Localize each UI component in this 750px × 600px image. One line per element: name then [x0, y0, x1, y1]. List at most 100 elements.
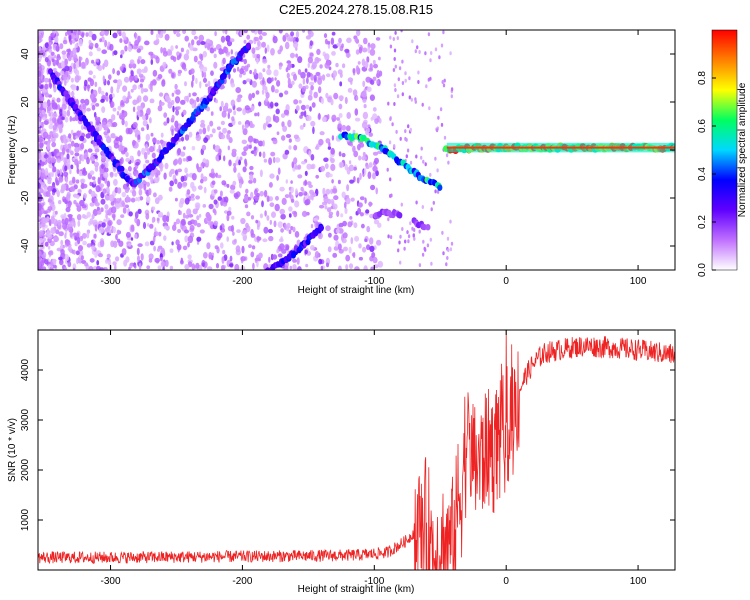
- noise-speckle: [161, 143, 165, 149]
- noise-speckle: [134, 233, 138, 239]
- noise-speckle: [290, 31, 295, 37]
- noise-speckle: [121, 248, 127, 256]
- noise-speckle: [115, 256, 120, 262]
- noise-speckle: [69, 186, 76, 191]
- noise-speckle: [342, 232, 348, 239]
- colorbar-ticks: 0.0 0.2 0.4 0.6 0.8: [697, 71, 716, 277]
- noise-speckle: [175, 30, 181, 34]
- noise-speckle: [74, 146, 80, 154]
- noise-speckle: [250, 105, 255, 112]
- snr-x-tick-label: 0: [503, 576, 509, 587]
- noise-speckle: [248, 93, 253, 101]
- noise-speckle: [362, 246, 367, 253]
- noise-speckle: [434, 189, 437, 194]
- noise-speckle: [303, 110, 307, 118]
- noise-speckle: [441, 80, 444, 84]
- noise-speckle: [110, 201, 115, 206]
- spectrogram-frame: [37, 29, 676, 271]
- noise-speckle: [393, 144, 396, 149]
- noise-speckle: [254, 36, 259, 42]
- noise-speckle: [202, 127, 207, 135]
- noise-speckle: [172, 224, 177, 231]
- noise-speckle: [254, 257, 261, 262]
- noise-speckle: [223, 196, 229, 204]
- noise-speckle: [53, 149, 57, 157]
- noise-speckle: [74, 152, 80, 157]
- noise-speckle: [345, 254, 351, 262]
- noise-speckle: [105, 186, 110, 195]
- noise-speckle: [361, 121, 368, 129]
- noise-speckle: [182, 212, 186, 219]
- noise-speckle: [130, 224, 135, 232]
- noise-speckle: [174, 178, 178, 185]
- noise-speckle: [196, 96, 200, 103]
- noise-speckle: [362, 111, 369, 120]
- noise-speckle: [74, 241, 78, 247]
- noise-speckle: [366, 86, 372, 93]
- noise-speckle: [52, 188, 57, 193]
- noise-speckle: [276, 174, 279, 181]
- noise-speckle: [43, 154, 49, 159]
- noise-speckle: [271, 85, 275, 93]
- noise-speckle: [355, 65, 359, 73]
- noise-speckle: [374, 118, 379, 124]
- noise-speckle: [436, 189, 440, 194]
- noise-speckle: [38, 182, 41, 189]
- noise-speckle: [236, 156, 239, 163]
- noise-speckle: [44, 259, 49, 265]
- noise-speckle: [177, 181, 183, 189]
- noise-speckle: [420, 155, 423, 160]
- noise-speckle: [120, 49, 125, 55]
- spectrogram-x-tick-label: 100: [630, 276, 647, 287]
- noise-speckle: [92, 140, 96, 146]
- noise-speckle: [405, 137, 408, 142]
- noise-speckle: [354, 235, 360, 242]
- noise-speckle: [143, 151, 148, 160]
- noise-speckle: [409, 127, 412, 132]
- noise-speckle: [411, 226, 414, 231]
- noise-speckle: [326, 73, 331, 78]
- noise-speckle: [352, 129, 356, 134]
- noise-speckle: [231, 116, 235, 122]
- noise-speckle: [183, 53, 189, 61]
- noise-speckle: [137, 109, 141, 118]
- noise-speckle: [299, 114, 303, 119]
- noise-speckle: [319, 204, 325, 209]
- noise-speckle: [359, 196, 365, 201]
- noise-speckle: [193, 265, 198, 269]
- noise-speckle: [61, 103, 67, 110]
- noise-speckle: [338, 161, 344, 169]
- noise-speckle: [233, 110, 237, 116]
- noise-speckle: [96, 65, 100, 70]
- noise-speckle: [390, 193, 393, 198]
- noise-speckle: [275, 108, 280, 115]
- noise-speckle: [202, 66, 208, 72]
- noise-speckle: [274, 102, 279, 107]
- noise-speckle: [164, 33, 170, 41]
- track-3-point: [264, 271, 269, 277]
- noise-speckle: [369, 237, 374, 245]
- noise-speckle: [74, 75, 80, 83]
- spectrogram-y-tick-label: -20: [20, 190, 31, 205]
- noise-speckle: [241, 124, 245, 131]
- noise-speckle: [239, 68, 245, 75]
- noise-speckle: [81, 214, 86, 219]
- noise-speckle: [283, 222, 287, 231]
- noise-speckle: [293, 157, 298, 165]
- noise-speckle: [210, 111, 214, 116]
- colorbar-scale: [711, 29, 738, 271]
- noise-speckle: [278, 65, 282, 70]
- noise-speckle: [213, 199, 218, 205]
- noise-speckle: [44, 241, 49, 247]
- noise-speckle: [100, 90, 105, 96]
- noise-speckle: [358, 202, 363, 208]
- noise-speckle: [86, 231, 90, 239]
- noise-speckle: [173, 221, 177, 226]
- noise-speckle: [76, 85, 79, 91]
- noise-speckle: [50, 215, 55, 222]
- noise-speckle: [145, 196, 151, 204]
- noise-speckle: [186, 189, 191, 195]
- noise-speckle: [259, 169, 263, 178]
- noise-speckle: [97, 176, 101, 185]
- noise-speckle: [344, 201, 347, 209]
